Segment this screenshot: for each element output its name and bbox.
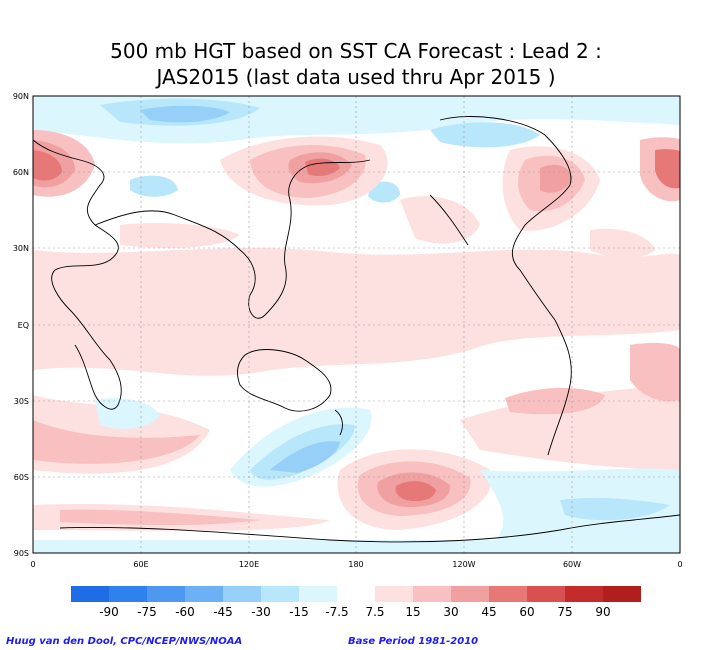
lon-label-180: 180 [348,560,363,569]
legend-swatch [337,586,375,602]
legend-level-label: 75 [557,605,572,619]
map-title-line1: 500 mb HGT based on SST CA Forecast : Le… [110,39,602,63]
credit-base-period: Base Period 1981-2010 [348,636,479,647]
legend-swatch [413,586,451,602]
legend-swatch [147,586,185,602]
legend-level-label: -60 [175,605,195,619]
legend-swatch [451,586,489,602]
legend-level-label: -30 [251,605,271,619]
legend-level-label: -75 [137,605,157,619]
lat-label-30n: 30N [13,244,29,253]
legend-swatch [261,586,299,602]
legend-swatch [71,586,109,602]
legend-level-label: 15 [405,605,420,619]
legend-swatch [565,586,603,602]
lon-label-120e: 120E [239,560,259,569]
legend-swatch [223,586,261,602]
lon-label-120w: 120W [452,560,475,569]
lat-label-90s: 90S [14,549,29,558]
lon-label-0-right: 0 [677,560,682,569]
anomaly-field [33,96,680,553]
legend-swatch [603,586,641,602]
lat-label-90n: 90N [13,92,29,101]
legend-level-label: 30 [443,605,458,619]
map-frame [32,95,681,554]
latitude-labels: 90N 60N 30N EQ 30S 60S 90S [13,92,29,558]
coastlines [33,116,680,543]
lat-label-60s: 60S [14,473,29,482]
lon-label-60w: 60W [563,560,581,569]
legend-level-label: 90 [595,605,610,619]
lat-label-30s: 30S [14,397,29,406]
legend-swatch [299,586,337,602]
graticule [33,96,680,553]
legend-swatch [527,586,565,602]
credit-author: Huug van den Dool, CPC/NCEP/NWS/NOAA [6,636,243,647]
legend-swatch [185,586,223,602]
legend-level-label: 60 [519,605,534,619]
legend-level-label: 7.5 [365,605,384,619]
legend-swatch [489,586,527,602]
lon-label-0: 0 [30,560,35,569]
longitude-labels: 0 60E 120E 180 120W 60W 0 [30,560,682,569]
legend-swatch [375,586,413,602]
map-title-line2: JAS2015 (last data used thru Apr 2015 ) [156,65,556,89]
legend-level-label: -15 [289,605,309,619]
legend-level-label: -7.5 [325,605,348,619]
lon-label-60e: 60E [133,560,148,569]
lat-label-eq: EQ [18,321,29,330]
legend-level-label: -90 [99,605,119,619]
legend-level-label: -45 [213,605,233,619]
color-legend: -90 -75 -60 -45 -30 -15 -7.5 7.5 15 30 45 60 75 90 [71,586,641,619]
legend-level-label: 45 [481,605,496,619]
legend-swatch [109,586,147,602]
lat-label-60n: 60N [13,168,29,177]
